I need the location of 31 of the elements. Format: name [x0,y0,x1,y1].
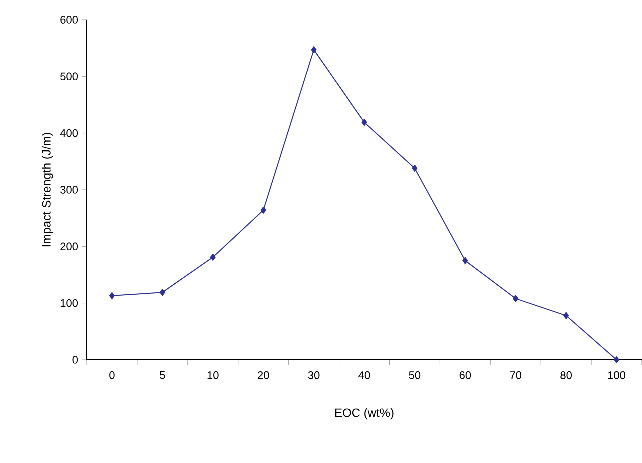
x-tick-label: 60 [460,372,472,380]
y-tick-label: 400 [60,129,78,138]
y-axis-title: Impact Strength (J/m) [42,133,54,247]
x-tick-label: 30 [308,372,320,380]
y-tick-label: 600 [60,16,78,24]
point [362,119,368,126]
point [614,356,620,364]
point [160,289,166,296]
x-tick-label: 20 [258,372,270,380]
x-tick-label: 5 [160,372,166,380]
point [564,312,570,320]
point [462,257,468,264]
point [311,46,317,54]
x-tick-label: 40 [358,372,370,380]
point [210,254,216,261]
x-tick-label: 10 [208,372,219,380]
x-tick-label: 80 [560,372,572,380]
y-tick-label: 200 [60,242,78,251]
x-axis-title: EOC (wt%) [335,408,394,420]
point [260,206,266,214]
x-tick-label: 70 [510,372,522,380]
point [109,292,115,300]
y-tick-label: 300 [60,186,78,194]
y-tick-label: 0 [72,356,78,364]
x-tick-label: 100 [608,372,626,380]
point [412,164,418,172]
y-tick-label: 500 [60,72,78,81]
x-tick-label: 0 [110,372,115,380]
y-tick-label: 100 [60,299,78,308]
point [513,295,519,302]
x-tick-label: 50 [409,372,421,380]
